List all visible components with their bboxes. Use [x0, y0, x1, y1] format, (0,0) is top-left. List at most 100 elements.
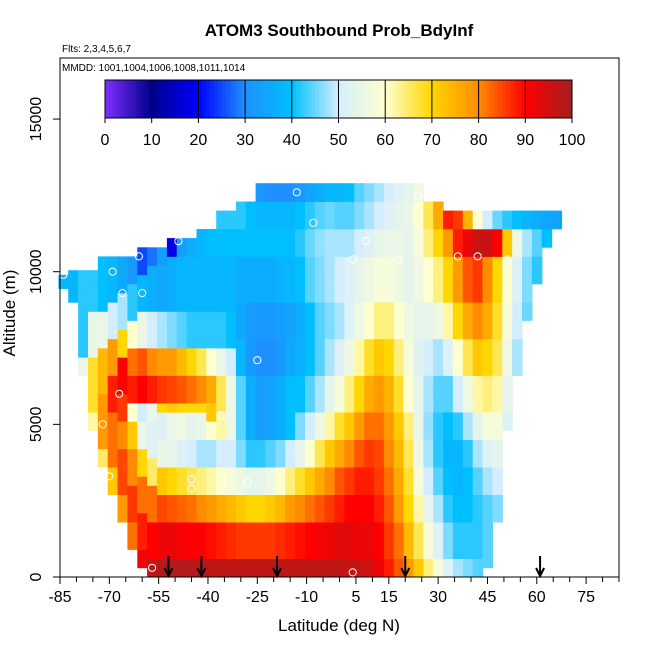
heatmap-cell [374, 558, 385, 578]
heatmap-cell [137, 421, 148, 450]
heatmap-cell [374, 375, 385, 413]
heatmap-cell [147, 522, 158, 559]
colorbar-segment [365, 80, 371, 118]
sample-point [243, 478, 252, 487]
heatmap-cell [443, 412, 454, 440]
sample-point [503, 255, 512, 264]
heatmap-cell [245, 375, 257, 440]
heatmap-cell [354, 229, 365, 257]
heatmap-cell [157, 348, 168, 376]
heatmap-cell [383, 494, 395, 523]
colorbar-segment [536, 80, 542, 118]
heatmap-cell [127, 485, 138, 523]
heatmap-cell [522, 229, 533, 257]
heatmap-cell [176, 412, 188, 440]
sample-point [348, 568, 357, 577]
heatmap-cell [433, 302, 444, 340]
heatmap-cell [157, 403, 168, 413]
sample-point [453, 252, 462, 261]
heatmap-cell [492, 439, 503, 468]
heatmap-cell [374, 467, 385, 495]
heatmap-cell [305, 467, 316, 495]
heatmap-cell [433, 439, 444, 468]
heatmap-cell [482, 210, 493, 230]
heatmap-cell [295, 439, 306, 468]
heatmap-cell [443, 375, 454, 413]
colorbar-tick-label: 20 [190, 132, 208, 149]
x-tick-label: 75 [577, 589, 595, 606]
colorbar-tick-label: 30 [236, 132, 254, 149]
sample-point [138, 289, 147, 298]
heatmap-cell [176, 348, 188, 376]
colorbar-segment [416, 80, 421, 118]
heatmap-cell [383, 522, 395, 559]
heatmap-cell [176, 375, 188, 404]
heatmap-cell [423, 467, 434, 495]
colorbar-segment [431, 80, 437, 118]
heatmap-cell [117, 494, 128, 523]
sample-point [562, 212, 571, 221]
heatmap-cell [255, 201, 267, 230]
heatmap-cell [413, 558, 424, 578]
heatmap-cell [245, 558, 257, 578]
colorbar-segment [529, 80, 534, 118]
heatmap-cell [285, 375, 296, 440]
heatmap-cell [285, 467, 296, 495]
heatmap-cell [196, 494, 207, 523]
heatmap-cell [275, 229, 286, 257]
heatmap-cell [147, 485, 158, 523]
colorbar-segment [272, 80, 277, 118]
heatmap-cell [334, 302, 346, 340]
heatmap-cell [314, 375, 326, 413]
heatmap-cell [413, 201, 424, 230]
heatmap-cell [157, 311, 168, 349]
heatmap-cell [452, 210, 464, 230]
heatmap-cell [265, 201, 276, 230]
heatmap-cell [107, 375, 119, 413]
heatmap-cell [462, 210, 474, 230]
heatmap-cell [305, 338, 316, 376]
heatmap-cell [157, 558, 168, 578]
heatmap-cell [186, 467, 198, 495]
heatmap-cell [502, 412, 513, 431]
colorbar-segment [151, 80, 157, 118]
heatmap-cell [186, 558, 198, 578]
heatmap-cell [147, 421, 158, 459]
heatmap-cell [166, 238, 178, 257]
colorbar-segment [505, 80, 511, 118]
heatmap-cell [393, 302, 405, 340]
colorbar-segment [404, 80, 410, 118]
heatmap-cell [305, 412, 316, 440]
heatmap-cell [137, 448, 148, 477]
heatmap-cell [216, 412, 227, 440]
heatmap-cell [472, 439, 484, 468]
heatmap-cell [482, 467, 493, 495]
heatmap-cell [423, 302, 434, 340]
heatmap-cell [137, 274, 148, 312]
heatmap-cell [285, 558, 296, 578]
heatmap-cell [295, 412, 306, 440]
heatmap-cell [393, 412, 405, 440]
heatmap-cell [216, 210, 227, 230]
heatmap-cell [423, 522, 434, 559]
heatmap-cell [275, 201, 286, 230]
colorbar: 0 10 20 30 40 50 60 70 80 90 100 [101, 79, 585, 149]
heatmap-cell [472, 494, 484, 523]
heatmap-cell [255, 522, 267, 559]
x-tick-label: 60 [528, 589, 546, 606]
colorbar-segment [330, 80, 336, 118]
heatmap-cell [393, 375, 405, 413]
heatmap-cell [383, 229, 395, 257]
heatmap-cell [364, 338, 375, 376]
heatmap-cell [157, 265, 168, 312]
colorbar-segment [260, 80, 266, 118]
colorbar-tick-label: 40 [283, 132, 301, 149]
heatmap-cell [305, 522, 316, 559]
colorbar-segment [175, 80, 180, 118]
heatmap-cell [374, 229, 385, 257]
heatmap-cell [364, 467, 375, 495]
heatmap-cell [314, 412, 326, 440]
heatmap-cell [324, 302, 336, 340]
heatmap-cell [226, 558, 237, 578]
